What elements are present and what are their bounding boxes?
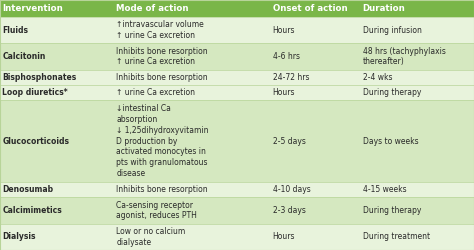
Text: Loop diuretics*: Loop diuretics* (2, 88, 68, 97)
Text: Mode of action: Mode of action (116, 4, 189, 13)
Text: 2-3 days: 2-3 days (273, 206, 305, 215)
Text: During therapy: During therapy (363, 88, 421, 97)
Bar (0, 197, 474, 224)
Bar (0, 224, 474, 250)
Text: During treatment: During treatment (363, 232, 430, 241)
Text: Intervention: Intervention (2, 4, 63, 13)
Bar (0, 70, 474, 85)
Text: Onset of action: Onset of action (273, 4, 347, 13)
Text: 4-15 weeks: 4-15 weeks (363, 185, 406, 194)
Text: Hours: Hours (273, 88, 295, 97)
Text: Inhibits bone resorption: Inhibits bone resorption (116, 73, 208, 82)
Bar (0, 0, 474, 17)
Text: Inhibits bone resorption: Inhibits bone resorption (116, 185, 208, 194)
Text: Low or no calcium
dialysate: Low or no calcium dialysate (116, 227, 185, 247)
Text: Calcimimetics: Calcimimetics (2, 206, 62, 215)
Bar (0, 43, 474, 70)
Text: Denosumab: Denosumab (2, 185, 54, 194)
Text: 48 hrs (tachyphylaxis
thereafter): 48 hrs (tachyphylaxis thereafter) (363, 46, 446, 66)
Text: Dialysis: Dialysis (2, 232, 36, 241)
Text: Glucocorticoids: Glucocorticoids (2, 137, 69, 146)
Text: Calcitonin: Calcitonin (2, 52, 46, 61)
Bar (0, 85, 474, 100)
Text: 24-72 hrs: 24-72 hrs (273, 73, 309, 82)
Text: Hours: Hours (273, 26, 295, 35)
Text: Bisphosphonates: Bisphosphonates (2, 73, 77, 82)
Text: 2-4 wks: 2-4 wks (363, 73, 392, 82)
Text: Hours: Hours (273, 232, 295, 241)
Text: During therapy: During therapy (363, 206, 421, 215)
Text: Duration: Duration (363, 4, 405, 13)
Text: ↑ urine Ca excretion: ↑ urine Ca excretion (116, 88, 195, 97)
Text: Days to weeks: Days to weeks (363, 137, 418, 146)
Text: During infusion: During infusion (363, 26, 421, 35)
Text: Fluids: Fluids (2, 26, 28, 35)
Text: ↓intestinal Ca
absorption
↓ 1,25dihydroxyvitamin
D production by
activated monoc: ↓intestinal Ca absorption ↓ 1,25dihydrox… (116, 104, 209, 178)
Bar (0, 17, 474, 43)
Bar (0, 182, 474, 197)
Text: 2-5 days: 2-5 days (273, 137, 305, 146)
Bar (0, 100, 474, 182)
Text: 4-6 hrs: 4-6 hrs (273, 52, 300, 61)
Text: Inhibits bone resorption
↑ urine Ca excretion: Inhibits bone resorption ↑ urine Ca excr… (116, 46, 208, 66)
Text: ↑intravascular volume
↑ urine Ca excretion: ↑intravascular volume ↑ urine Ca excreti… (116, 20, 204, 40)
Text: Ca-sensing receptor
agonist, reduces PTH: Ca-sensing receptor agonist, reduces PTH (116, 200, 197, 220)
Text: 4-10 days: 4-10 days (273, 185, 310, 194)
